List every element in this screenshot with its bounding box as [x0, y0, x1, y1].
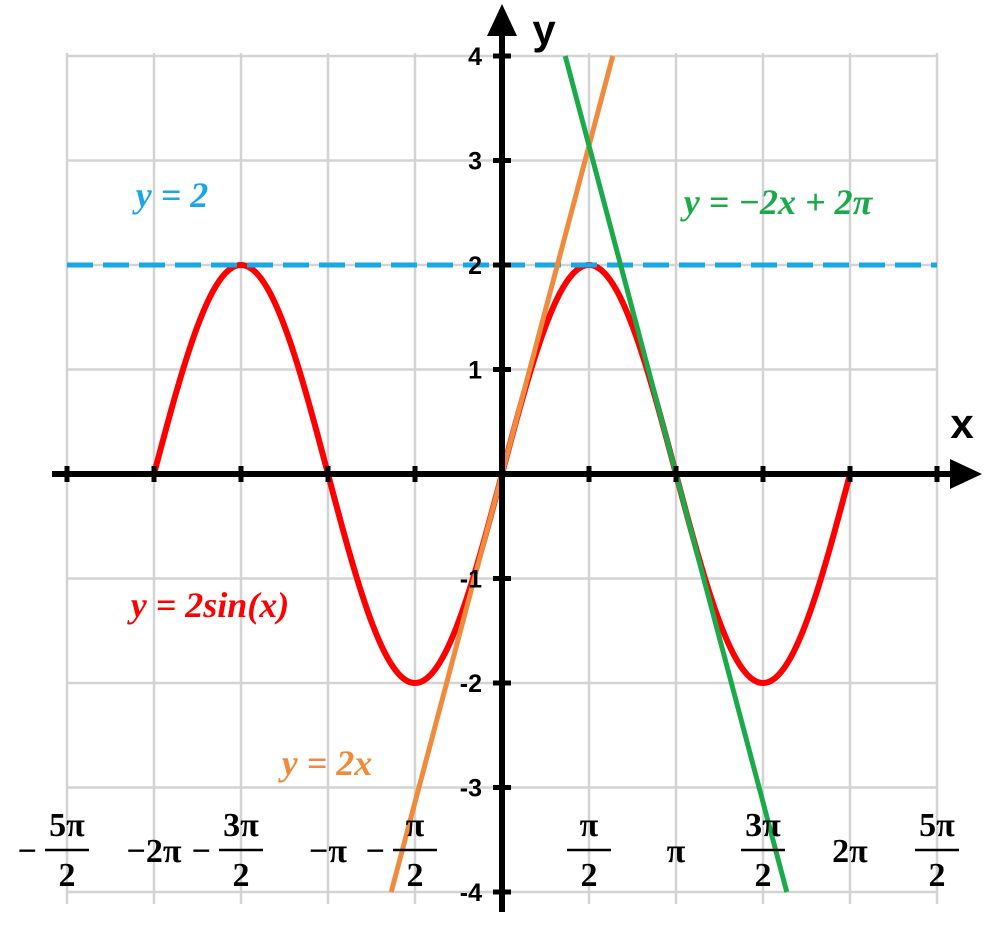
- y-tick-label: 1: [468, 357, 482, 385]
- y-tick-label: 4: [468, 43, 482, 71]
- x-tick-label-text: −2π: [126, 833, 181, 870]
- x-tick-label: 3π 2−: [192, 807, 263, 894]
- x-tick-label: π: [667, 833, 686, 870]
- label-y-equals-2: y = 2: [132, 175, 209, 215]
- x-tick-label-sign: −: [192, 833, 211, 870]
- x-tick-label-sign: −: [18, 833, 37, 870]
- x-tick-label: −2π: [126, 833, 181, 870]
- x-axis-label: x: [950, 400, 974, 447]
- x-tick-label-text: −π: [309, 833, 347, 870]
- x-tick-label-denominator: 2: [233, 857, 250, 894]
- label-y-equals-2sinx: y = 2sin(x): [127, 585, 290, 625]
- x-tick-label-numerator: 3π: [223, 807, 259, 844]
- label-y-equals-2x: y = 2x: [278, 743, 373, 783]
- x-tick-label-sign: −: [366, 833, 385, 870]
- x-tick-label-text: π: [667, 833, 686, 870]
- x-tick-label: 5π2: [915, 807, 959, 894]
- y-tick-label: -1: [460, 566, 482, 594]
- y-axis-label: y: [532, 6, 556, 53]
- y-tick-label: 3: [468, 148, 482, 176]
- x-tick-label-numerator: 5π: [919, 807, 955, 844]
- x-tick-label: 5π 2−: [18, 807, 89, 894]
- x-tick-label-numerator: 3π: [745, 807, 781, 844]
- x-tick-label: 2π: [832, 833, 868, 870]
- x-tick-label: π 2−: [366, 807, 437, 894]
- x-tick-label-denominator: 2: [929, 857, 946, 894]
- x-tick-label-denominator: 2: [581, 857, 598, 894]
- y-tick-label: -4: [460, 879, 482, 907]
- x-tick-label-numerator: π: [580, 807, 599, 844]
- x-tick-label-numerator: 5π: [49, 807, 85, 844]
- x-tick-label-denominator: 2: [407, 857, 424, 894]
- y-tick-label: -3: [460, 775, 482, 803]
- x-tick-label-denominator: 2: [59, 857, 76, 894]
- x-tick-label: 3π2: [741, 807, 785, 894]
- x-axis-arrow-icon: [950, 459, 982, 489]
- x-tick-label: π2: [567, 807, 611, 894]
- axes: x y: [52, 4, 982, 912]
- y-axis-arrow-icon: [487, 4, 517, 36]
- x-tick-label-denominator: 2: [755, 857, 772, 894]
- x-tick-label-text: 2π: [832, 833, 868, 870]
- label-y-equals-neg2x-plus-2pi: y = −2x + 2π: [680, 182, 874, 222]
- y-tick-label: -2: [460, 670, 482, 698]
- x-tick-label-numerator: π: [406, 807, 425, 844]
- y-tick-label: 2: [468, 252, 482, 280]
- series-labels: y = 2 y = −2x + 2π y = 2sin(x) y = 2x: [127, 175, 874, 783]
- x-tick-label: −π: [309, 833, 347, 870]
